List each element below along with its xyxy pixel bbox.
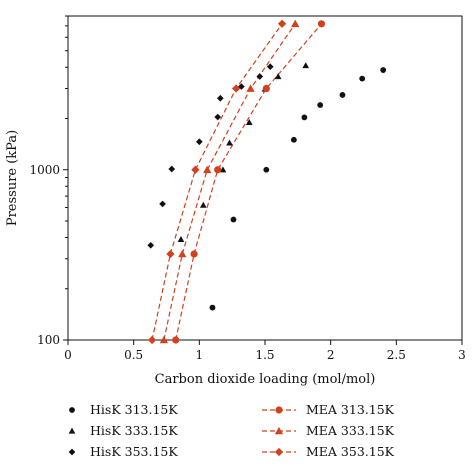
data-point-3-2 <box>214 166 222 174</box>
data-point-3-1 <box>190 250 198 258</box>
axis-ticks: 0 0.5 1 1.5 2 2.5 3 100 1000 <box>29 15 466 362</box>
x-tick-label: 0.5 <box>124 348 143 362</box>
legend-item-2: HisK 353.15K <box>68 444 178 459</box>
legend-item-1: HisK 333.15K <box>68 423 178 438</box>
legend: HisK 313.15K HisK 333.15K HisK 353.15K MEA … <box>68 402 395 459</box>
plot-frame <box>67 15 463 341</box>
data-point-5-0 <box>147 335 157 345</box>
legend-item-5: MEA 353.15K <box>262 444 395 459</box>
data-point-2-8 <box>266 63 274 71</box>
data-point-3-3 <box>262 84 270 93</box>
y-tick-label: 1000 <box>29 163 60 177</box>
data-point-1-6 <box>274 73 282 80</box>
data-point-2-3 <box>195 138 203 146</box>
legend-label: HisK 333.15K <box>90 423 178 438</box>
data-point-0-3 <box>290 136 297 143</box>
data-point-5-1 <box>166 249 175 259</box>
data-point-0-2 <box>263 166 270 173</box>
data-point-5-3 <box>231 84 241 93</box>
legend-marker <box>69 407 75 413</box>
data-point-3-0 <box>172 336 180 344</box>
y-axis-label: Pressure (kPa) <box>5 130 20 226</box>
data-point-2-7 <box>256 73 264 80</box>
legend-item-0: HisK 313.15K <box>69 402 178 417</box>
data-point-2-4 <box>214 113 222 121</box>
legend-marker <box>68 448 76 456</box>
data-point-4-3 <box>246 84 255 92</box>
data-point-2-1 <box>159 200 166 208</box>
data-point-2-0 <box>147 241 155 249</box>
data-point-0-7 <box>359 75 366 82</box>
data-point-3-4 <box>317 20 326 28</box>
legend-marker <box>275 406 283 414</box>
legend-label: HisK 353.15K <box>90 444 178 459</box>
series-curves <box>151 23 322 341</box>
x-tick-label: 2 <box>327 348 335 362</box>
legend-item-3: MEA 313.15K <box>262 402 395 417</box>
x-tick-label: 3 <box>458 348 466 362</box>
y-tick-label: 100 <box>37 333 60 347</box>
series-line-5 <box>151 23 283 341</box>
data-point-5-2 <box>191 165 200 174</box>
data-point-0-1 <box>230 216 237 223</box>
data-point-4-2 <box>203 165 212 174</box>
data-point-1-7 <box>302 62 310 69</box>
legend-label: MEA 333.15K <box>306 423 395 438</box>
data-point-5-4 <box>277 19 287 28</box>
data-point-1-0 <box>177 236 185 243</box>
data-point-1-4 <box>245 118 253 125</box>
data-point-2-2 <box>168 165 176 173</box>
legend-label: MEA 313.15K <box>306 402 395 417</box>
series-points <box>147 19 387 345</box>
data-point-0-5 <box>317 102 324 108</box>
series-line-3 <box>175 23 322 341</box>
x-axis-label: Carbon dioxide loading (mol/mol) <box>155 372 376 387</box>
data-point-2-5 <box>217 94 224 102</box>
x-tick-label: 1 <box>196 348 204 362</box>
x-tick-label: 1.5 <box>255 348 274 362</box>
data-point-0-6 <box>339 92 346 98</box>
data-point-4-0 <box>159 335 169 344</box>
legend-item-4: MEA 333.15K <box>262 423 395 438</box>
data-point-1-3 <box>226 139 233 146</box>
legend-label: MEA 353.15K <box>306 444 395 459</box>
data-point-1-2 <box>219 166 227 173</box>
legend-label: HisK 313.15K <box>90 402 178 417</box>
data-point-4-1 <box>178 249 187 258</box>
legend-marker <box>274 447 284 457</box>
x-tick-label: 0 <box>64 348 72 362</box>
legend-marker <box>274 426 284 435</box>
data-point-0-8 <box>380 67 387 73</box>
data-point-1-1 <box>199 201 207 208</box>
data-point-0-4 <box>301 114 308 121</box>
legend-marker <box>68 427 76 434</box>
x-tick-label: 2.5 <box>387 348 406 362</box>
data-point-4-4 <box>291 19 300 28</box>
data-point-0-0 <box>209 304 216 311</box>
series-line-4 <box>163 23 296 341</box>
